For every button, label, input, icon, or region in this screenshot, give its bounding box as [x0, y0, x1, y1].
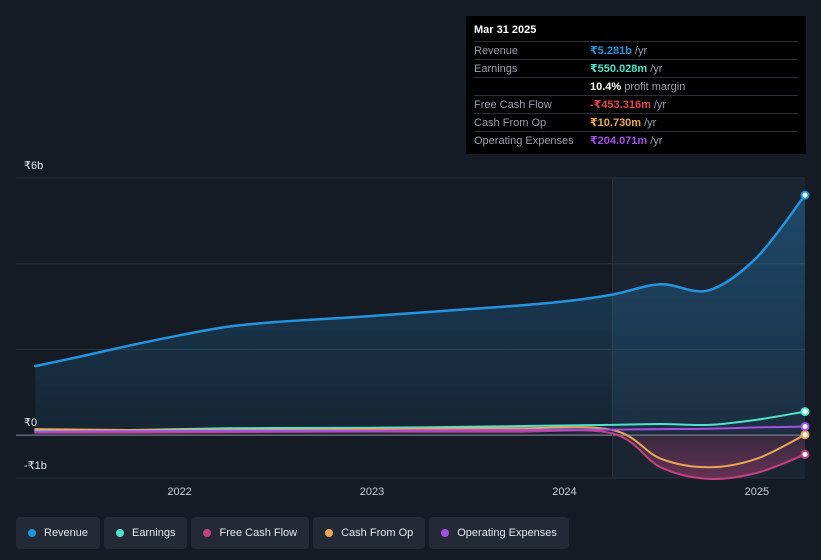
- tooltip-row-unit: /yr: [644, 116, 657, 129]
- cash-from-op-end-point: [800, 430, 810, 440]
- tooltip-row: Revenue ₹5.281b/yr: [474, 41, 798, 59]
- tooltip-row-value: 10.4%: [590, 80, 622, 93]
- series-end-markers: [800, 190, 810, 459]
- tooltip-row-label: Earnings: [474, 62, 518, 75]
- legend-label: Free Cash Flow: [219, 527, 298, 539]
- legend-item-free-cash-flow[interactable]: Free Cash Flow: [191, 517, 310, 549]
- tooltip-row-unit: /yr: [650, 62, 663, 75]
- legend-dot-icon: [28, 529, 36, 537]
- y-tick-label: -₹1b: [24, 460, 47, 472]
- x-tick-label: 2025: [745, 486, 769, 498]
- legend-dot-icon: [441, 529, 450, 537]
- y-axis-labels: ₹6b ₹0 -₹1b: [24, 160, 47, 472]
- tooltip-row-value: -₹453.316m: [590, 99, 651, 111]
- tooltip-panel: Mar 31 2025 Revenue ₹5.281b/yr Earnings ₹55…: [466, 16, 806, 154]
- revenue-line: [33, 193, 807, 368]
- free-cash-flow-negative-area: [35, 432, 805, 480]
- tooltip-row-value: ₹550.028m: [590, 63, 648, 75]
- y-tick-label: ₹0: [24, 417, 37, 429]
- revenue-end-point: [800, 190, 810, 200]
- free-cash-flow-end-point: [800, 449, 810, 459]
- earnings-line: [34, 410, 806, 432]
- tooltip-row-unit: /yr: [650, 134, 663, 147]
- legend-item-cash-from-op[interactable]: Cash From Op: [313, 517, 426, 549]
- series-lines: [33, 193, 807, 481]
- x-tick-label: 2023: [360, 486, 384, 498]
- tooltip-row-unit: /yr: [653, 98, 667, 111]
- series-fills: [35, 195, 805, 480]
- y-tick-label: ₹6b: [24, 160, 43, 172]
- legend-dot-icon: [203, 529, 212, 537]
- earnings-end-point: [800, 407, 810, 417]
- operating-expenses-end-point: [800, 422, 810, 432]
- legend-item-revenue[interactable]: Revenue: [16, 517, 101, 549]
- tooltip-row: Operating Expenses ₹204.071m/yr: [474, 131, 798, 149]
- tooltip-row-value: ₹10.730m: [590, 117, 642, 129]
- legend-label: Operating Expenses: [457, 527, 557, 539]
- tooltip-row-label: Free Cash Flow: [474, 98, 552, 111]
- tooltip-row-unit: profit margin: [624, 80, 686, 93]
- legend-dot-icon: [325, 529, 334, 537]
- operating-expenses-line: [34, 425, 806, 433]
- revenue-area: [35, 195, 805, 436]
- legend-label: Cash From Op: [341, 527, 414, 539]
- tooltip-row-label: Revenue: [474, 44, 519, 57]
- tooltip-row-value: ₹204.071m: [590, 135, 648, 147]
- x-tick-label: 2024: [552, 486, 576, 498]
- tooltip-row-value: ₹5.281b: [590, 45, 632, 57]
- tooltip-row: Free Cash Flow -₹453.316m/yr: [474, 95, 798, 113]
- cash-from-op-line: [34, 426, 806, 469]
- legend-item-operating-expenses[interactable]: Operating Expenses: [429, 517, 569, 549]
- legend-label: Revenue: [44, 527, 89, 539]
- tooltip-date: Mar 31 2025: [474, 24, 537, 36]
- x-axis-labels: 2022 2023 2024 2025: [167, 486, 769, 498]
- tooltip-row-label: Operating Expenses: [474, 134, 574, 147]
- x-tick-label: 2022: [167, 486, 191, 498]
- tooltip-row: Earnings ₹550.028m/yr: [474, 59, 798, 77]
- tooltip-row-unit: /yr: [634, 44, 648, 57]
- free-cash-flow-line: [34, 429, 806, 481]
- tooltip-row-label: Cash From Op: [474, 116, 547, 129]
- legend-label: Earnings: [132, 527, 176, 539]
- legend-item-earnings[interactable]: Earnings: [104, 517, 188, 549]
- tooltip-row: Cash From Op ₹10.730m/yr: [474, 113, 798, 131]
- chart-legend: Revenue Earnings Free Cash Flow Cash From O…: [16, 517, 569, 549]
- tooltip-row: 10.4% profit margin: [474, 77, 798, 95]
- legend-dot-icon: [116, 529, 125, 537]
